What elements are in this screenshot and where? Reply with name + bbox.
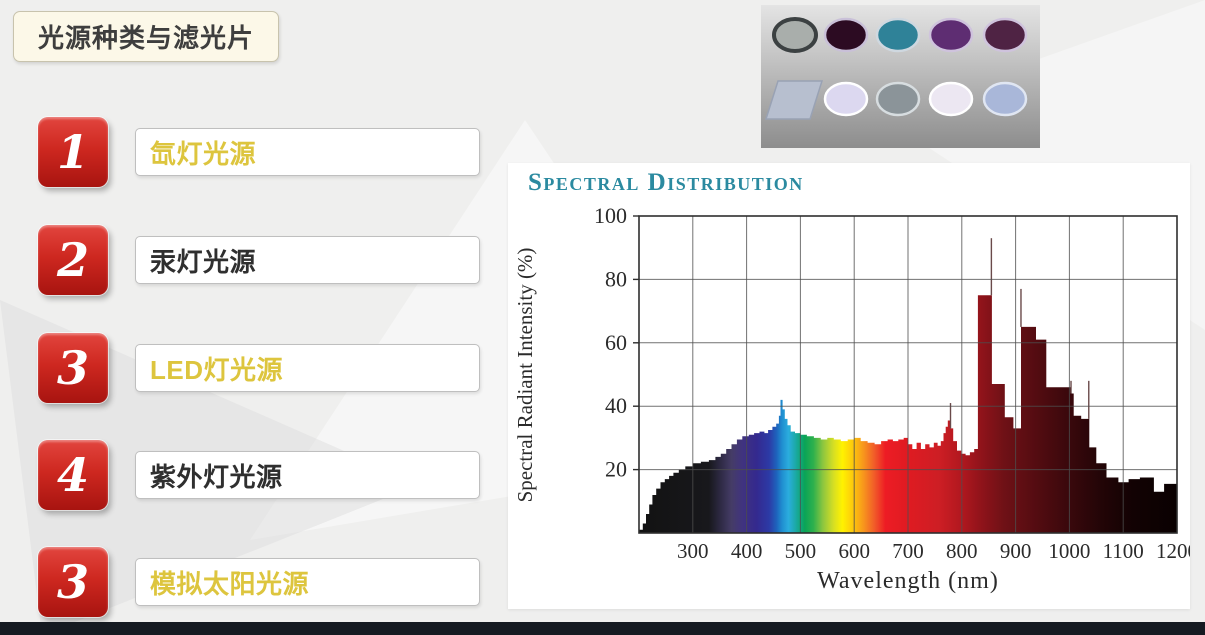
x-tick-label: 500 bbox=[785, 539, 817, 563]
number-badge: 1 bbox=[38, 117, 108, 187]
list-item-xenon: 1 氙灯光源 bbox=[38, 117, 480, 187]
slide-bottom-bar bbox=[0, 622, 1205, 635]
list-item-uv: 4 紫外灯光源 bbox=[38, 440, 480, 510]
filter-disc bbox=[982, 81, 1028, 117]
spectrum-area bbox=[639, 295, 1177, 533]
x-axis-label: Wavelength (nm) bbox=[817, 568, 999, 594]
badge-number: 1 bbox=[56, 125, 89, 179]
badge-number: 2 bbox=[56, 233, 89, 287]
spectral-chart: 20 40 60 80 100 300 400 500 600 700 800 900 1000 1100… bbox=[513, 169, 1198, 594]
optical-filters-image bbox=[761, 5, 1040, 148]
filter-disc bbox=[928, 81, 974, 117]
plot-border bbox=[638, 215, 1178, 534]
badge-number: 3 bbox=[56, 555, 89, 609]
chart-title: Spectral Distribution bbox=[528, 169, 804, 196]
filter-disc bbox=[875, 17, 921, 53]
x-tick-label: 300 bbox=[677, 539, 709, 563]
slide-title-badge: 光源种类与滤光片 bbox=[13, 11, 279, 62]
badge-number: 3 bbox=[56, 341, 89, 395]
filter-plate bbox=[764, 80, 824, 120]
filter-disc bbox=[823, 17, 869, 53]
y-axis-label: Spectral Radiant Intensity (%) bbox=[513, 248, 537, 503]
x-tick-label: 900 bbox=[1000, 539, 1032, 563]
y-tick-label: 20 bbox=[605, 457, 627, 482]
x-tick-label: 600 bbox=[838, 539, 870, 563]
label-text: LED灯光源 bbox=[150, 354, 284, 385]
y-tick-label: 60 bbox=[605, 330, 627, 355]
label-text: 紫外灯光源 bbox=[150, 461, 283, 492]
number-badge: 2 bbox=[38, 225, 108, 295]
number-badge: 3 bbox=[38, 333, 108, 403]
filter-disc bbox=[823, 81, 869, 117]
label-box: LED灯光源 bbox=[135, 344, 480, 392]
filters-svg bbox=[761, 5, 1040, 148]
label-box: 模拟太阳光源 bbox=[135, 558, 480, 606]
list-item-solar-sim: 3 模拟太阳光源 bbox=[38, 547, 480, 617]
label-box: 汞灯光源 bbox=[135, 236, 480, 284]
label-text: 模拟太阳光源 bbox=[150, 568, 310, 599]
label-text: 氙灯光源 bbox=[150, 138, 257, 169]
x-tick-label: 1100 bbox=[1103, 539, 1144, 563]
x-tick-label: 400 bbox=[731, 539, 763, 563]
x-tick-label: 1200 bbox=[1156, 539, 1190, 563]
y-tick-label: 80 bbox=[605, 266, 627, 291]
label-box: 氙灯光源 bbox=[135, 128, 480, 176]
spectral-distribution-chart-panel: 20 40 60 80 100 300 400 500 600 700 800 900 1000 1100… bbox=[508, 163, 1198, 609]
list-item-mercury: 2 汞灯光源 bbox=[38, 225, 480, 295]
filter-disc bbox=[772, 17, 818, 53]
label-text: 汞灯光源 bbox=[150, 246, 257, 277]
x-tick-label: 1000 bbox=[1048, 539, 1090, 563]
x-tick-label: 800 bbox=[946, 539, 978, 563]
list-item-led: 3 LED灯光源 bbox=[38, 333, 480, 403]
label-box: 紫外灯光源 bbox=[135, 451, 480, 499]
filter-disc bbox=[928, 17, 974, 53]
y-tick-label: 100 bbox=[594, 203, 627, 228]
number-badge: 3 bbox=[38, 547, 108, 617]
x-tick-label: 700 bbox=[892, 539, 924, 563]
number-badge: 4 bbox=[38, 440, 108, 510]
badge-number: 4 bbox=[56, 448, 89, 502]
y-tick-label: 40 bbox=[605, 393, 627, 418]
slide-title-text: 光源种类与滤光片 bbox=[37, 23, 254, 53]
filter-disc bbox=[875, 81, 921, 117]
filter-disc bbox=[982, 17, 1028, 53]
